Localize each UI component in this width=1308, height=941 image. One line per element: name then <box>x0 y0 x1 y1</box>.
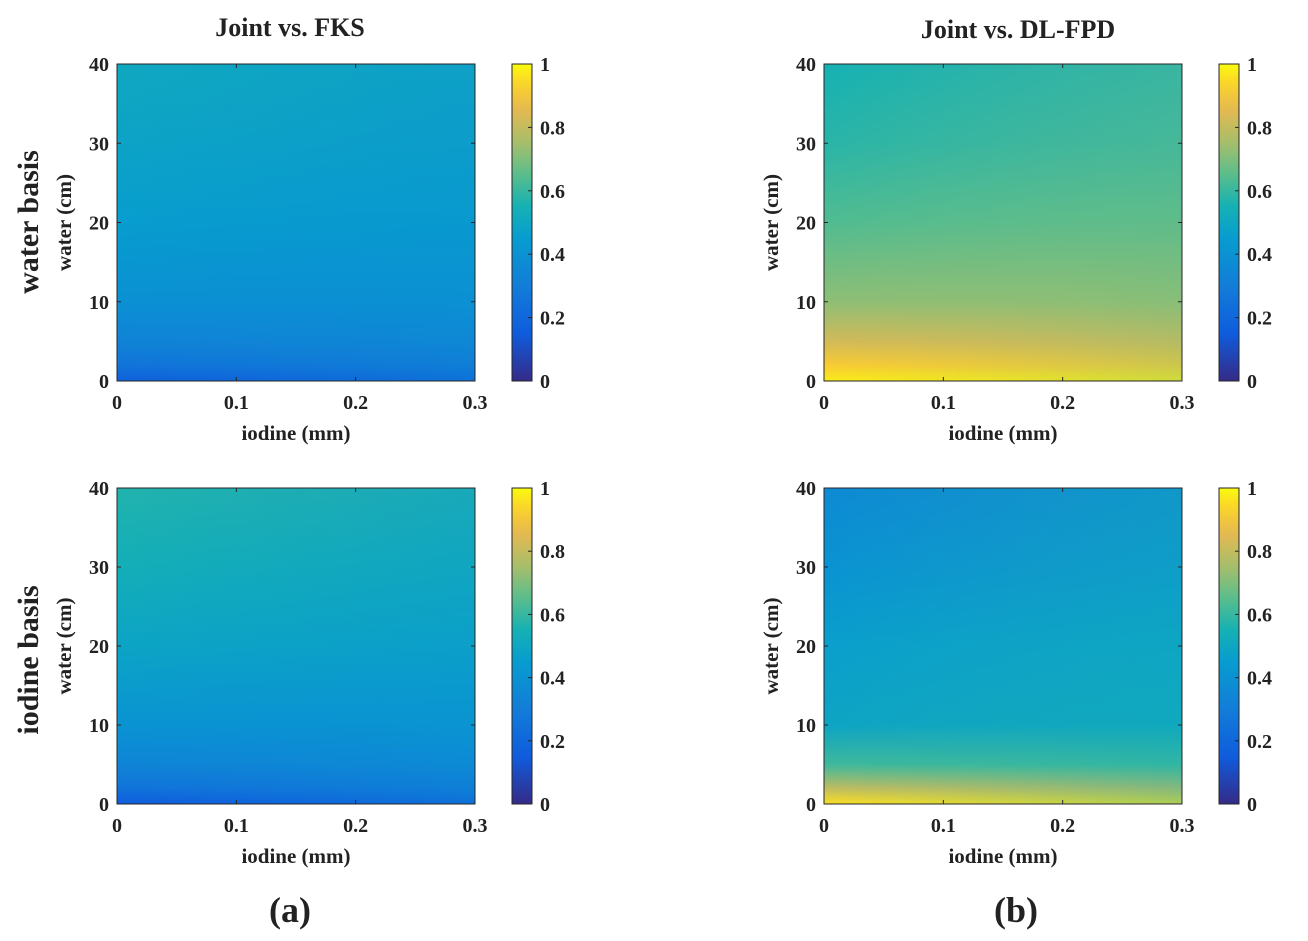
colorbar-frame <box>1218 63 1240 382</box>
y-tick-label: 40 <box>89 478 109 500</box>
panel-label-b: (b) <box>994 890 1038 930</box>
colorbar-tick-label: 0 <box>540 371 550 393</box>
y-tick-label: 40 <box>796 478 816 500</box>
colorbar-tick-label: 0.4 <box>540 244 565 266</box>
colorbar-tick-label: 0.6 <box>540 181 565 203</box>
x-axis-label: iodine (mm) <box>948 844 1057 868</box>
y-tick-label: 0 <box>806 794 816 816</box>
heatmap-trend-overlay <box>824 488 1182 804</box>
row-label-water-basis: water basis <box>12 150 45 294</box>
x-tick-label: 0.3 <box>1170 815 1195 837</box>
colorbar-tick-label: 0.4 <box>1247 668 1272 690</box>
colorbar-tick-label: 0.8 <box>540 117 565 139</box>
colorbar-tick-label: 0 <box>1247 371 1257 393</box>
heatmap-trend-overlay <box>117 64 475 381</box>
x-tick-label: 0.1 <box>931 392 956 414</box>
y-tick-label: 0 <box>99 371 109 393</box>
x-tick-label: 0.3 <box>463 392 488 414</box>
colorbar-tick-label: 1 <box>540 478 550 500</box>
colorbar-tick-label: 0.6 <box>1247 604 1272 626</box>
column-title-b: Joint vs. DL-FPD <box>921 15 1115 44</box>
colorbar <box>512 64 532 381</box>
y-tick-label: 10 <box>796 292 816 314</box>
heatmap-trend-overlay <box>824 64 1182 381</box>
colorbar-tick-label: 0.6 <box>1247 181 1272 203</box>
x-tick-label: 0 <box>112 815 122 837</box>
colorbar-tick-label: 1 <box>1247 478 1257 500</box>
colorbar-frame <box>511 63 533 382</box>
y-tick-label: 20 <box>796 213 816 235</box>
y-tick-label: 30 <box>89 133 109 155</box>
colorbar-tick-label: 0.4 <box>1247 244 1272 266</box>
row-label-iodine-basis: iodine basis <box>12 585 45 734</box>
x-tick-label: 0.2 <box>343 392 368 414</box>
colorbar-frame <box>1218 487 1240 805</box>
colorbar <box>1219 488 1239 804</box>
x-tick-label: 0.3 <box>463 815 488 837</box>
colorbar-tick-label: 1 <box>1247 54 1257 76</box>
colorbar <box>512 488 532 804</box>
x-tick-label: 0 <box>819 392 829 414</box>
colorbar-tick-label: 0.2 <box>540 308 565 330</box>
y-tick-label: 0 <box>806 371 816 393</box>
colorbar-tick-label: 0.2 <box>1247 308 1272 330</box>
x-tick-label: 0.3 <box>1170 392 1195 414</box>
colorbar-tick-label: 0.8 <box>1247 117 1272 139</box>
colorbar-tick-label: 0 <box>540 794 550 816</box>
y-tick-label: 10 <box>89 292 109 314</box>
x-axis-label: iodine (mm) <box>241 421 350 445</box>
colorbar-tick-label: 0.2 <box>540 731 565 753</box>
x-axis-label: iodine (mm) <box>948 421 1057 445</box>
y-tick-label: 20 <box>796 636 816 658</box>
x-tick-label: 0 <box>112 392 122 414</box>
y-axis-label: water (cm) <box>759 598 783 695</box>
colorbar-tick-label: 0.8 <box>1247 541 1272 563</box>
colorbar-tick-label: 0.6 <box>540 604 565 626</box>
y-tick-label: 20 <box>89 636 109 658</box>
x-tick-label: 0.2 <box>1050 815 1075 837</box>
x-tick-label: 0 <box>819 815 829 837</box>
colorbar-tick-label: 0.8 <box>540 541 565 563</box>
x-tick-label: 0.1 <box>224 815 249 837</box>
x-tick-label: 0.2 <box>343 815 368 837</box>
y-tick-label: 10 <box>796 715 816 737</box>
y-tick-label: 0 <box>99 794 109 816</box>
colorbar-tick-label: 0 <box>1247 794 1257 816</box>
heatmap-trend-overlay <box>117 488 475 804</box>
y-tick-label: 10 <box>89 715 109 737</box>
y-tick-label: 20 <box>89 213 109 235</box>
y-tick-label: 30 <box>796 557 816 579</box>
y-axis-label: water (cm) <box>52 174 76 271</box>
y-tick-label: 40 <box>796 54 816 76</box>
x-tick-label: 0.1 <box>931 815 956 837</box>
y-tick-label: 30 <box>89 557 109 579</box>
colorbar-tick-label: 0.4 <box>540 668 565 690</box>
colorbar <box>1219 64 1239 381</box>
column-title-a: Joint vs. FKS <box>215 13 365 42</box>
x-tick-label: 0.1 <box>224 392 249 414</box>
colorbar-tick-label: 0.2 <box>1247 731 1272 753</box>
x-axis-label: iodine (mm) <box>241 844 350 868</box>
y-axis-label: water (cm) <box>759 174 783 271</box>
y-tick-label: 30 <box>796 133 816 155</box>
panel-label-a: (a) <box>269 890 311 930</box>
colorbar-tick-label: 1 <box>540 54 550 76</box>
x-tick-label: 0.2 <box>1050 392 1075 414</box>
colorbar-frame <box>511 487 533 805</box>
y-axis-label: water (cm) <box>52 598 76 695</box>
y-tick-label: 40 <box>89 54 109 76</box>
